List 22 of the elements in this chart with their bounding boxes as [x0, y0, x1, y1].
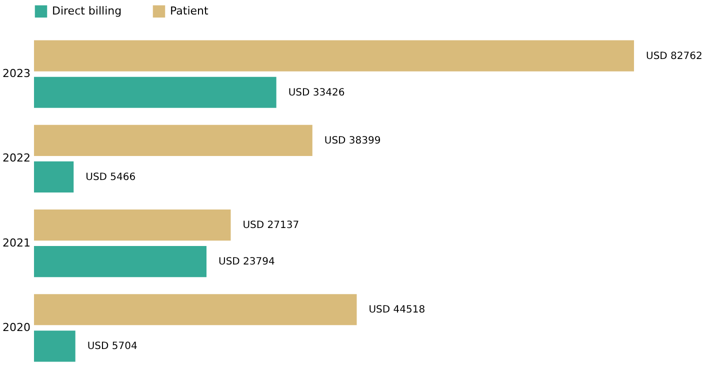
- y-tick-label: 2023: [2, 67, 30, 80]
- legend-label: Direct billing: [52, 4, 122, 18]
- legend-label: Patient: [170, 4, 209, 18]
- y-tick-label: 2021: [2, 236, 30, 250]
- data-label: USD 38399: [324, 135, 381, 146]
- bar: [34, 124, 312, 156]
- data-label: USD 33426: [288, 87, 345, 98]
- bar: [34, 40, 634, 72]
- data-label: USD 44518: [368, 304, 426, 316]
- bar: [34, 76, 276, 108]
- bar: [34, 294, 357, 326]
- bar: [34, 161, 74, 193]
- data-label: USD 82762: [646, 50, 702, 62]
- data-label: USD 5466: [86, 172, 136, 183]
- y-tick-label: 2022: [2, 152, 30, 165]
- data-label: USD 23794: [218, 256, 275, 268]
- bar: [34, 246, 206, 278]
- bar: [34, 330, 76, 362]
- bar: [34, 209, 231, 241]
- y-tick-label: 2020: [2, 320, 30, 334]
- data-label: USD 27137: [242, 220, 300, 232]
- data-label: USD 5704: [87, 341, 138, 352]
